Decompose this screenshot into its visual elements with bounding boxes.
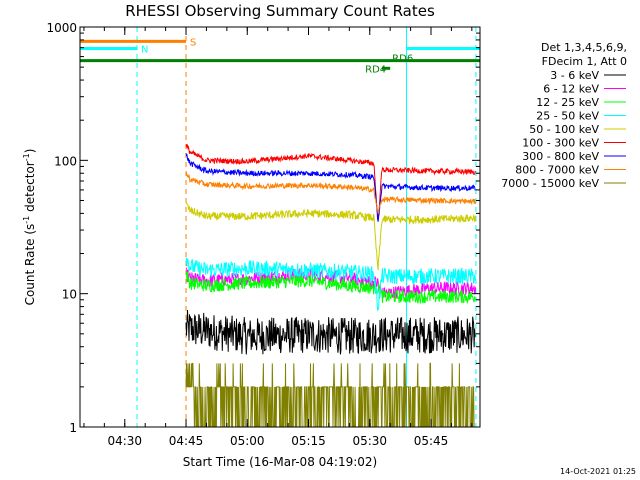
plot-frame [79, 26, 481, 428]
y-tick-label: 10 [62, 288, 77, 302]
legend-entry-label: 800 - 7000 keV [515, 164, 599, 177]
chart-title: RHESSI Observing Summary Count Rates [125, 2, 435, 20]
generation-timestamp: 14-Oct-2021 01:25 [560, 467, 636, 476]
series-line [185, 172, 477, 215]
state-bar-label: S [190, 37, 196, 48]
series-lines [185, 143, 477, 428]
x-tick-label: 05:00 [230, 434, 265, 448]
x-tick-label: 04:45 [169, 434, 204, 448]
series-line [185, 153, 476, 222]
x-tick-label: 05:30 [352, 434, 387, 448]
x-axis-label: Start Time (16-Mar-08 04:19:02) [183, 455, 377, 469]
series-line [185, 271, 477, 305]
series-line [185, 362, 476, 428]
legend-entry-label: 7000 - 15000 keV [501, 177, 599, 190]
series-line [185, 309, 476, 355]
x-tick-label: 05:45 [414, 434, 449, 448]
legend: Det 1,3,4,5,6,9, FDecim 1, Att 0 3 - 6 k… [501, 41, 627, 190]
y-tick-label: 1 [69, 421, 77, 435]
state-bar-label: RD6 [392, 54, 413, 65]
series-line [185, 143, 477, 221]
legend-entry-label: 12 - 25 keV [536, 96, 599, 109]
state-annotations: S N RD6 RD4 [80, 37, 480, 75]
series-line [185, 257, 477, 312]
legend-entry-label: 25 - 50 keV [536, 110, 599, 123]
state-bar-label: RD4 [365, 64, 386, 75]
legend-header-2: FDecim 1, Att 0 [542, 55, 627, 68]
y-tick-label: 100 [54, 154, 77, 168]
axis-ticks: 1 10 100 1000 04:30 04:45 05:00 05:15 05:30 05:45 [46, 21, 480, 448]
legend-entry-label: 100 - 300 keV [522, 137, 599, 150]
state-bar-label: N [141, 44, 148, 55]
legend-entry-label: 300 - 800 keV [522, 150, 599, 163]
x-tick-label: 04:30 [107, 434, 142, 448]
y-axis-label: Count Rate (s-1 detector-1) [22, 149, 37, 306]
y-tick-label: 1000 [46, 21, 77, 35]
legend-header-1: Det 1,3,4,5,6,9, [541, 41, 627, 54]
legend-entry-label: 6 - 12 keV [543, 83, 599, 96]
series-line [185, 201, 477, 271]
x-tick-label: 05:15 [291, 434, 326, 448]
legend-entry-label: 3 - 6 keV [550, 69, 599, 82]
legend-entry-label: 50 - 100 keV [529, 123, 599, 136]
instrument-state-lines [79, 27, 477, 427]
